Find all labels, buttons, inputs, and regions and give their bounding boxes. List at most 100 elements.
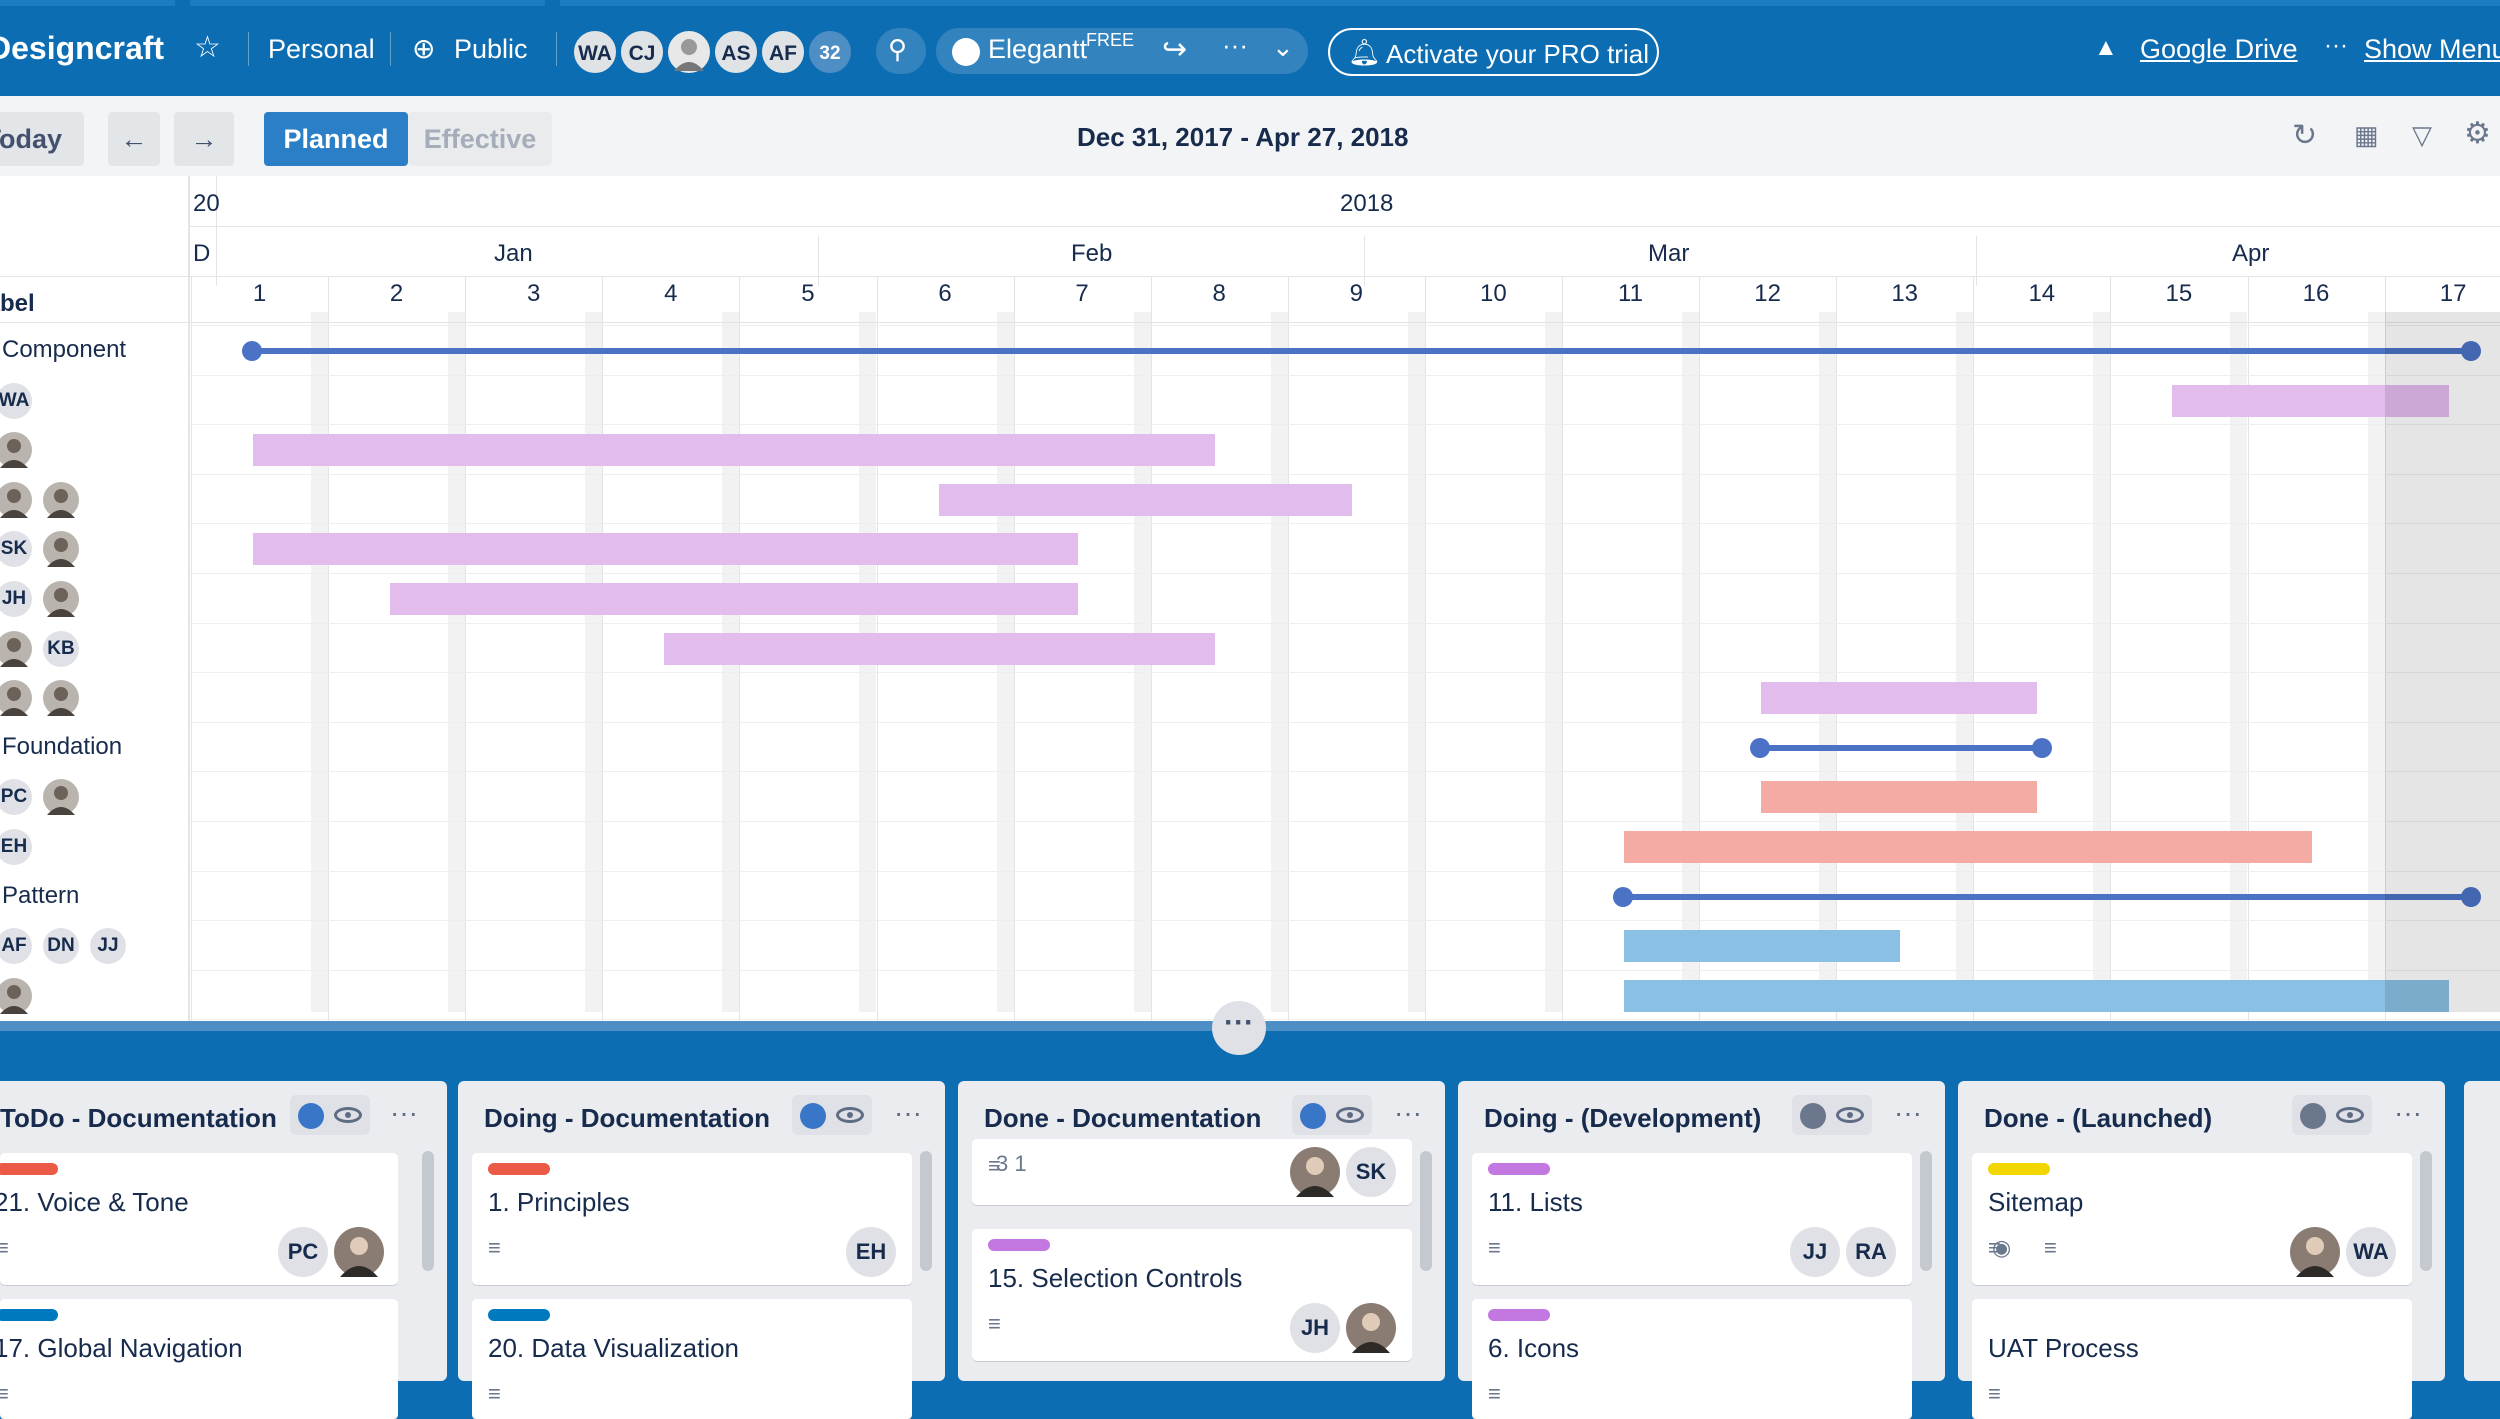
card[interactable]: 21. Voice & Tone ≡ PC [0,1153,398,1285]
effective-tab[interactable]: Effective [408,112,552,166]
card[interactable]: 1. Principles ≡ EH [472,1153,912,1285]
task-bar[interactable] [938,483,1352,516]
show-menu-link[interactable]: Show Menu [2364,34,2500,64]
member-avatar[interactable]: JH [0,581,32,617]
milestone-start[interactable] [1612,886,1633,907]
list-scrollbar[interactable] [422,1151,434,1271]
list-scrollbar[interactable] [920,1151,932,1271]
list-scrollbar[interactable] [1920,1151,1932,1271]
gear-icon[interactable]: ⚙ [2464,117,2491,150]
member-photo-icon[interactable] [1346,1303,1396,1353]
list-menu-button[interactable]: ··· [390,1097,418,1128]
pro-trial-button[interactable]: 🔔︎ Activate your PRO trial [1328,28,1659,76]
member-avatar[interactable] [666,29,712,75]
list-powerup-badge[interactable] [1792,1095,1872,1135]
member-avatar[interactable]: JJ [1790,1227,1840,1277]
member-avatar[interactable]: EH [0,829,32,865]
milestone-start[interactable] [241,341,262,361]
milestone-line[interactable] [1759,744,2042,751]
card[interactable]: 20. Data Visualization ≡ [472,1299,912,1419]
list-title[interactable]: ToDo - Documentation [0,1103,277,1133]
member-avatar[interactable]: PC [278,1227,328,1277]
member-avatar[interactable]: EH [846,1227,896,1277]
member-avatar[interactable]: WA [0,382,32,419]
member-avatar[interactable]: PC [0,779,32,816]
card[interactable]: 6. Icons ≡ [1472,1299,1912,1419]
task-bar[interactable] [253,533,1078,566]
list-title[interactable]: Doing - (Development) [1484,1103,1762,1133]
filter-icon[interactable]: ▽ [2412,120,2432,150]
public-visibility-button[interactable]: Public [454,34,528,64]
more-button[interactable]: ··· [1222,30,1248,60]
member-photo-icon[interactable] [43,581,79,617]
member-photo-icon[interactable] [43,779,79,816]
chevron-down-icon[interactable]: ⌄ [1272,32,1294,62]
label-column-border[interactable] [188,176,190,1021]
task-bar[interactable] [1624,930,1901,963]
planned-tab[interactable]: Planned [264,112,408,166]
task-bar[interactable] [253,434,1215,467]
member-photo-icon[interactable] [1290,1147,1340,1197]
member-photo-icon[interactable] [43,481,79,518]
list-scrollbar[interactable] [2420,1151,2432,1271]
member-avatar[interactable]: WA [572,29,618,75]
share-icon[interactable]: ↪ [1162,33,1188,66]
member-photo-icon[interactable] [2290,1227,2340,1277]
list-powerup-badge[interactable] [2292,1095,2372,1135]
resize-handle[interactable]: ··· [1212,1001,1266,1055]
member-count[interactable]: 32 [807,29,853,75]
member-photo-icon[interactable] [0,432,32,469]
member-avatar[interactable]: DN [43,928,79,965]
member-photo-icon[interactable] [0,630,32,667]
member-avatar[interactable]: JH [1290,1303,1340,1353]
next-button[interactable]: → [174,112,234,166]
list-scrollbar[interactable] [1420,1151,1432,1271]
today-button[interactable]: Today [0,112,84,166]
list-menu-button[interactable]: ··· [1894,1097,1922,1128]
member-avatar[interactable]: AS [713,29,759,75]
prev-button[interactable]: ← [108,112,160,166]
task-bar[interactable] [2172,384,2449,417]
member-avatar[interactable]: AF [760,29,806,75]
list-title[interactable]: Done - Documentation [984,1103,1262,1133]
calendar-icon[interactable]: ▦ [2354,120,2379,150]
member-photo-icon[interactable] [0,481,32,518]
invite-button[interactable] [876,28,926,74]
star-icon[interactable]: ☆ [194,31,221,64]
card[interactable]: 11. Lists ≡ JJ RA [1472,1153,1912,1285]
milestone-line[interactable] [1622,893,2471,900]
milestone-end[interactable] [2461,886,2481,907]
member-photo-icon[interactable] [43,531,79,568]
member-photo-icon[interactable] [0,680,32,717]
member-avatar[interactable]: AF [0,928,32,965]
list-menu-button[interactable]: ··· [1394,1097,1422,1128]
card[interactable]: 17. Global Navigation ≡ [0,1299,398,1419]
card[interactable]: Sitemap ≡ ◉ ≡ WA [1972,1153,2412,1285]
list-powerup-badge[interactable] [792,1095,872,1135]
member-avatar[interactable]: CJ [619,29,665,75]
list-powerup-badge[interactable] [290,1095,370,1135]
task-bar[interactable] [390,583,1078,615]
milestone-end[interactable] [2031,737,2052,758]
member-photo-icon[interactable] [334,1227,384,1277]
milestone-start[interactable] [1749,737,1770,758]
task-bar[interactable] [1624,831,2312,863]
refresh-icon[interactable]: ↻ [2292,119,2318,152]
member-photo-icon[interactable] [0,977,32,1014]
card[interactable]: 3 1 ≡ SK [972,1139,1412,1205]
task-bar[interactable] [1761,682,2038,715]
member-avatar[interactable]: KB [43,630,79,667]
member-avatar[interactable]: RA [1846,1227,1896,1277]
card[interactable]: UAT Process ≡ [1972,1299,2412,1419]
member-avatar[interactable]: JJ [90,928,126,965]
list-powerup-badge[interactable] [1292,1095,1372,1135]
task-bar[interactable] [1761,781,2038,814]
list-menu-button[interactable]: ··· [2394,1097,2422,1128]
board-title[interactable]: Designcraft [0,30,165,66]
card[interactable]: 15. Selection Controls ≡ JH [972,1229,1412,1361]
list-menu-button[interactable]: ··· [894,1097,922,1128]
milestone-line[interactable] [251,348,2471,354]
member-avatar[interactable]: SK [1346,1147,1396,1197]
list-title[interactable]: Doing - Documentation [484,1103,770,1133]
member-avatar[interactable]: WA [2346,1227,2396,1277]
